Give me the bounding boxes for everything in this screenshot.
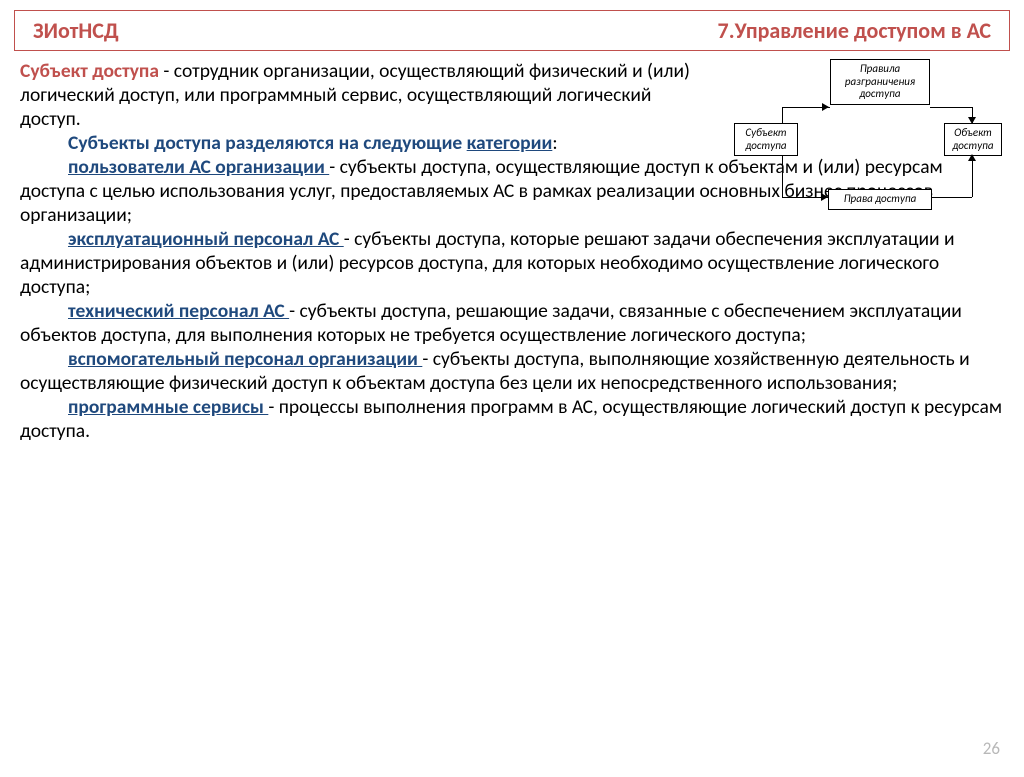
- term-subject-access: Субъект доступа: [20, 59, 159, 83]
- page-number: 26: [983, 738, 1000, 759]
- term-ops: эксплуатационный персонал АС: [68, 227, 344, 251]
- term-tech: технический персонал АС: [68, 299, 289, 323]
- diagram-box-rules: Правиларазграничениядоступа: [830, 59, 930, 105]
- header-right: 7.Управление доступом в АС: [718, 17, 991, 44]
- slide-body: Правиларазграничениядоступа Субъектдосту…: [0, 59, 1024, 443]
- item-software-services: программные сервисы - процессы выполнени…: [20, 395, 1004, 443]
- slide-header: ЗИотНСД 7.Управление доступом в АС: [14, 10, 1010, 51]
- diagram-box-subject: Субъектдоступа: [734, 123, 798, 156]
- header-left: ЗИотНСД: [33, 17, 119, 44]
- access-diagram: Правиларазграничениядоступа Субъектдосту…: [722, 59, 1002, 219]
- text-categories-lead: Субъекты доступа разделяются на следующи…: [68, 131, 467, 155]
- term-users: пользователи АС организации: [68, 155, 329, 179]
- term-services: программные сервисы: [68, 395, 268, 419]
- item-aux-personnel: вспомогательный персонал организации - с…: [20, 347, 1004, 395]
- diagram-box-object: Объектдоступа: [944, 123, 1002, 156]
- item-tech-personnel: технический персонал АС - субъекты досту…: [20, 299, 1004, 347]
- term-categories: категории: [467, 131, 553, 155]
- item-ops-personnel: эксплуатационный персонал АС - субъекты …: [20, 227, 1004, 299]
- diagram-box-rights: Права доступа: [828, 189, 932, 210]
- term-aux: вспомогательный персонал организации: [68, 347, 422, 371]
- text-colon: :: [552, 131, 557, 155]
